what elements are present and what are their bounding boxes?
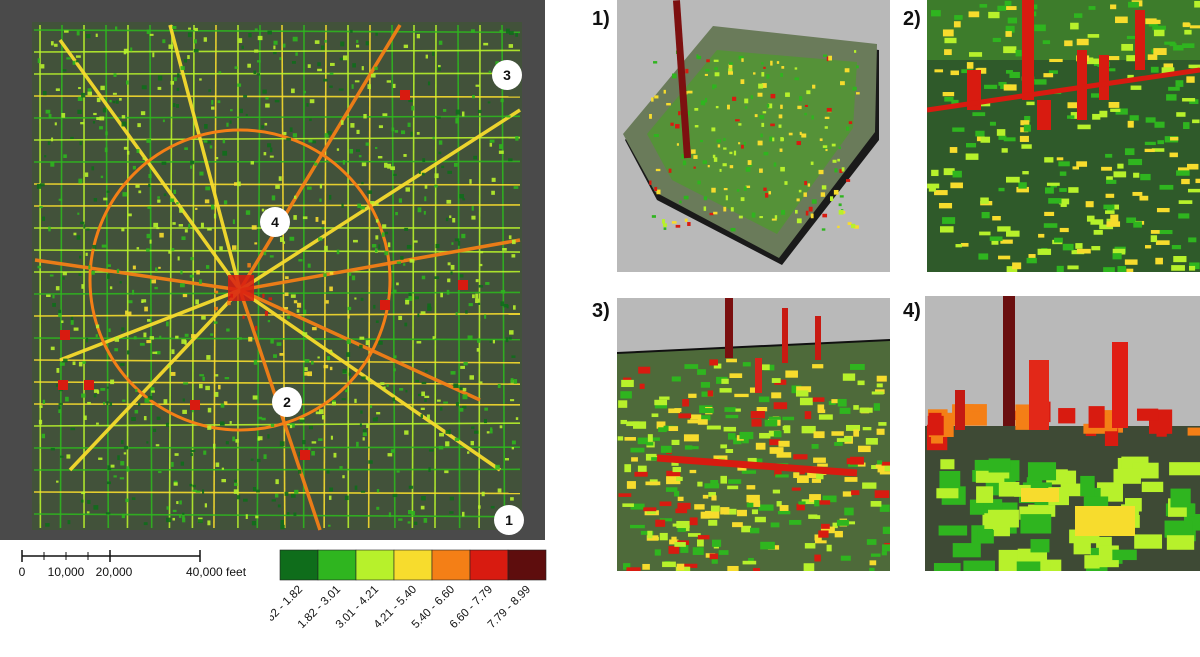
map-marker-1[interactable]: 1 — [494, 505, 524, 535]
view-label-3: 3) — [592, 300, 610, 323]
view-panel-4[interactable] — [925, 296, 1200, 571]
legend-swatch — [356, 550, 394, 580]
view-panel-1[interactable] — [617, 0, 890, 272]
scale-bar: 0 10,000 20,000 40,000 feet — [0, 540, 270, 652]
map-marker-4[interactable]: 4 — [260, 207, 290, 237]
legend-swatch — [432, 550, 470, 580]
legend-swatch — [394, 550, 432, 580]
map-marker-3[interactable]: 3 — [492, 60, 522, 90]
county-area — [32, 22, 522, 530]
scale-tick-10000: 10,000 — [48, 565, 85, 579]
scale-tick-20000: 20,000 — [96, 565, 133, 579]
view-label-2: 2) — [903, 8, 921, 31]
view-label-4: 4) — [903, 300, 921, 323]
view-label-1: 1) — [592, 8, 610, 31]
legend-swatch — [280, 550, 318, 580]
scale-tick-40000: 40,000 feet — [186, 565, 247, 579]
road-network-map — [0, 0, 545, 540]
legend-swatch — [470, 550, 508, 580]
legend-swatch — [508, 550, 546, 580]
overview-map[interactable]: 3 4 2 1 — [0, 0, 545, 540]
view-panel-2[interactable] — [927, 0, 1200, 272]
scale-tick-0: 0 — [19, 565, 26, 579]
map-marker-2[interactable]: 2 — [272, 387, 302, 417]
view-panel-3[interactable] — [617, 298, 890, 571]
legend-swatch — [318, 550, 356, 580]
